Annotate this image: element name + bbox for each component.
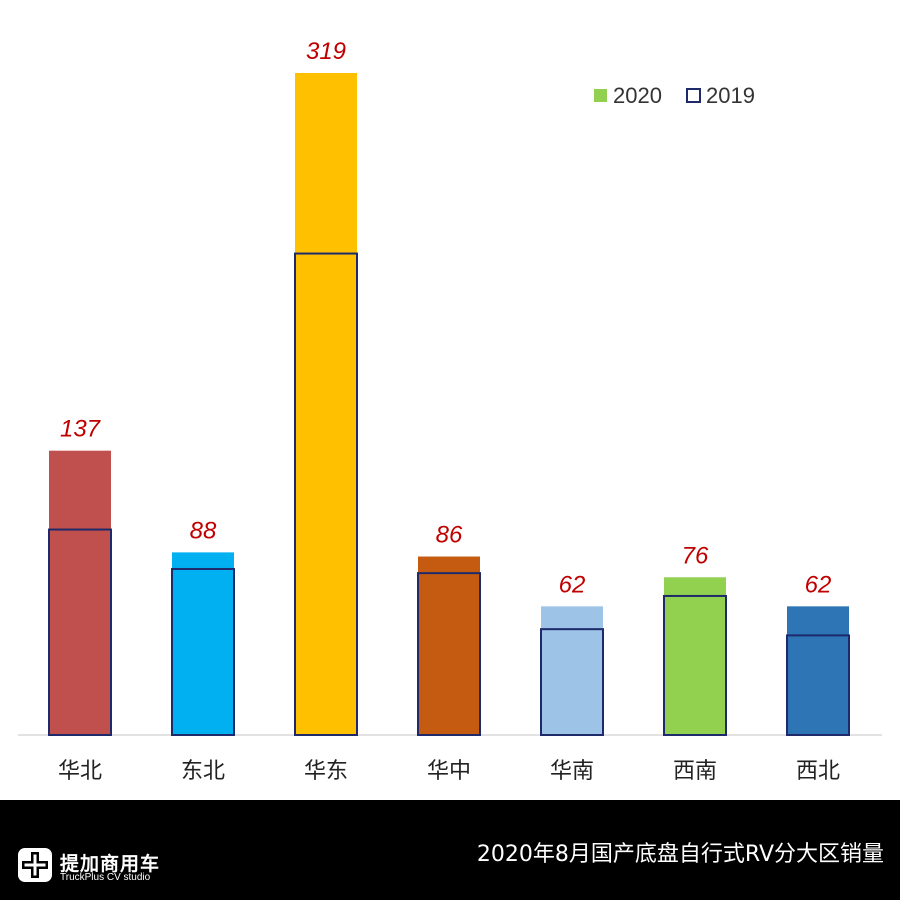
bar-2020: [541, 606, 603, 735]
brand-subtitle: TruckPlus CV studio: [60, 872, 151, 883]
bar-chart: 137 华北 88 东北 319 华东 86 华中 62 华南 76 西南 62 西北 2020 2019: [18, 38, 882, 784]
bar-2019-outline: [171, 567, 235, 737]
bar-2020: [418, 556, 480, 735]
bar-2019-outline: [786, 634, 850, 737]
data-label: 137: [60, 416, 102, 443]
x-tick-label: 东北: [181, 759, 225, 784]
bar-2019-outline: [417, 572, 481, 736]
bar-2019-outline: [294, 252, 358, 737]
legend-swatch-2019: [686, 88, 701, 103]
legend-swatch-2020: [594, 89, 607, 102]
x-tick-label: 华东: [304, 759, 348, 784]
bar-2019-outline: [663, 594, 727, 736]
bar-2019-outline: [540, 628, 604, 737]
bar-2019-outline: [48, 528, 112, 736]
legend-label-2020: 2020: [613, 83, 662, 108]
data-label: 62: [559, 571, 586, 598]
bar-2020: [172, 552, 234, 735]
x-tick-label: 西南: [673, 759, 717, 784]
chart-caption: 2020年8月国产底盘自行式RV分大区销量: [476, 842, 884, 867]
bar-2020: [295, 73, 357, 735]
x-tick-label: 华北: [58, 759, 102, 784]
data-label: 88: [190, 517, 217, 544]
data-label: 62: [805, 571, 832, 598]
data-label: 86: [436, 522, 463, 549]
data-label: 319: [306, 38, 346, 65]
x-tick-label: 华南: [550, 759, 594, 784]
footer-bar: 2020年8月国产底盘自行式RV分大区销量: [0, 800, 900, 900]
bar-2020: [664, 577, 726, 735]
x-tick-label: 华中: [427, 759, 471, 784]
bar-2020: [49, 450, 111, 735]
legend-label-2019: 2019: [706, 83, 755, 108]
brand-logo-icon: [18, 848, 52, 882]
data-label: 76: [682, 542, 709, 569]
x-tick-label: 西北: [796, 759, 840, 784]
brand-name: 提加商用车: [60, 853, 161, 875]
bar-2020: [787, 606, 849, 735]
